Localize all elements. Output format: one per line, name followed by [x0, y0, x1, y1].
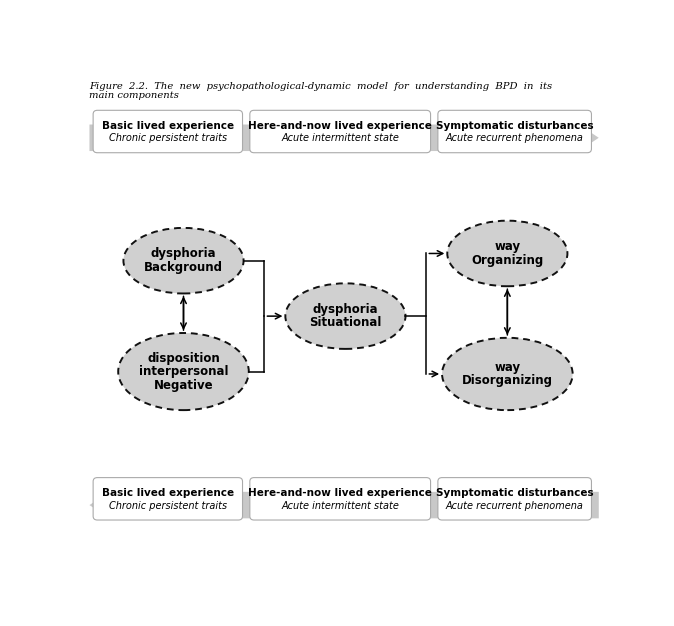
- Text: Acute intermittent state: Acute intermittent state: [281, 133, 399, 143]
- Text: Chronic persistent traits: Chronic persistent traits: [109, 501, 227, 511]
- Text: main components: main components: [90, 91, 179, 100]
- Text: dysphoria: dysphoria: [151, 247, 216, 260]
- Polygon shape: [90, 125, 599, 151]
- Text: Symptomatic disturbances: Symptomatic disturbances: [436, 488, 594, 498]
- Ellipse shape: [448, 221, 568, 286]
- Ellipse shape: [123, 228, 243, 294]
- Text: Situational: Situational: [309, 316, 381, 329]
- Text: Basic lived experience: Basic lived experience: [102, 121, 234, 131]
- Text: way: way: [494, 240, 520, 254]
- Text: Figure  2.2.  The  new  psychopathological-dynamic  model  for  understanding  B: Figure 2.2. The new psychopathological-d…: [90, 83, 553, 91]
- Text: dysphoria: dysphoria: [313, 303, 378, 316]
- Text: Acute recurrent phenomena: Acute recurrent phenomena: [446, 501, 584, 511]
- Text: interpersonal: interpersonal: [139, 365, 228, 378]
- Text: Chronic persistent traits: Chronic persistent traits: [109, 133, 227, 143]
- FancyBboxPatch shape: [93, 478, 243, 520]
- Text: Organizing: Organizing: [471, 254, 543, 267]
- Text: Background: Background: [144, 261, 223, 274]
- Ellipse shape: [118, 333, 249, 410]
- Ellipse shape: [285, 284, 406, 349]
- Ellipse shape: [442, 338, 573, 410]
- Text: Negative: Negative: [154, 379, 213, 391]
- FancyBboxPatch shape: [93, 110, 243, 153]
- Text: Acute intermittent state: Acute intermittent state: [281, 501, 399, 511]
- FancyBboxPatch shape: [250, 478, 431, 520]
- Text: Here-and-now lived experience: Here-and-now lived experience: [248, 488, 432, 498]
- Text: way: way: [494, 361, 520, 374]
- FancyBboxPatch shape: [250, 110, 431, 153]
- Text: Acute recurrent phenomena: Acute recurrent phenomena: [446, 133, 584, 143]
- FancyBboxPatch shape: [438, 478, 592, 520]
- Text: disposition: disposition: [147, 352, 220, 364]
- Text: Basic lived experience: Basic lived experience: [102, 488, 234, 498]
- Text: Disorganizing: Disorganizing: [462, 374, 553, 387]
- FancyBboxPatch shape: [438, 110, 592, 153]
- Text: Here-and-now lived experience: Here-and-now lived experience: [248, 121, 432, 131]
- Text: Symptomatic disturbances: Symptomatic disturbances: [436, 121, 594, 131]
- Polygon shape: [90, 492, 599, 518]
